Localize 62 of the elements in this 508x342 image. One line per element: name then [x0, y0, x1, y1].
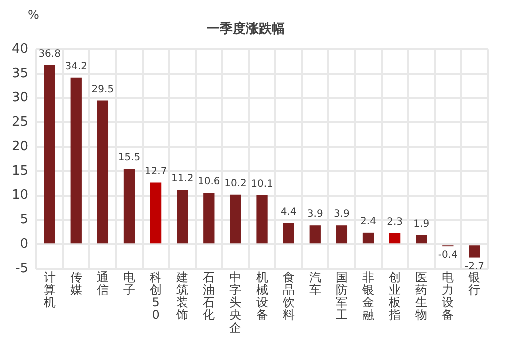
data-label: 10.6	[198, 176, 220, 188]
bar	[204, 192, 215, 244]
bar	[416, 235, 428, 244]
x-tick-label: 非银金融	[361, 270, 374, 322]
y-tick-label: 0	[20, 236, 29, 252]
x-tick-label: 创业板指	[388, 270, 402, 322]
x-tick-label: 电力设备	[442, 270, 454, 322]
x-tick-label: 科创50	[150, 270, 162, 322]
x-tick-label: 建筑装饰	[176, 270, 189, 322]
bar	[177, 190, 188, 244]
x-tick-label: 通信	[96, 270, 109, 298]
y-tick-label: -5	[16, 261, 29, 276]
bar	[150, 182, 162, 244]
bar	[230, 194, 242, 244]
x-tick-label: 电子	[123, 270, 136, 298]
data-label: -2.7	[464, 261, 484, 272]
bar	[362, 232, 374, 244]
bar	[44, 65, 56, 244]
y-tick-label: 5	[20, 212, 29, 228]
data-label: -0.4	[438, 250, 458, 262]
x-tick-label: 医药生物	[416, 270, 428, 322]
chart-title: 一季度涨跌幅	[207, 21, 285, 38]
x-tick-label: 机械设备	[256, 270, 268, 322]
bar	[124, 169, 136, 244]
bar	[283, 223, 294, 244]
x-tick-label: 食品饮料	[282, 270, 295, 322]
bar	[336, 226, 348, 244]
x-tick-label: 计算机	[44, 270, 56, 310]
bar	[310, 226, 321, 244]
y-tick-label: 40	[12, 42, 29, 57]
x-tick-label: 石油石化	[203, 270, 216, 322]
data-label: 1.9	[414, 218, 430, 230]
bar	[70, 78, 82, 244]
y-tick-label: 10	[12, 188, 29, 204]
x-tick-label: 中字头央企	[230, 270, 242, 335]
data-label: 3.9	[307, 209, 324, 220]
data-label: 11.2	[171, 174, 194, 185]
bar	[97, 100, 109, 244]
y-axis-title: %	[28, 8, 40, 22]
y-tick-label: 30	[12, 90, 29, 106]
data-label: 10.1	[251, 178, 274, 190]
x-tick-label: 传媒	[70, 270, 82, 298]
bar	[256, 195, 268, 244]
bar	[389, 233, 401, 244]
data-label: 15.5	[118, 152, 141, 164]
y-tick-label: 20	[12, 139, 29, 154]
data-label: 2.3	[387, 217, 404, 228]
x-tick-label: 银行	[468, 270, 481, 298]
x-tick-label: 国防军工	[336, 270, 348, 322]
data-label: 36.8	[38, 48, 61, 60]
data-label: 12.7	[144, 166, 168, 178]
data-label: 2.4	[360, 216, 376, 228]
data-label: 34.2	[65, 61, 88, 72]
data-label: 29.5	[92, 84, 114, 96]
x-tick-label: 汽车	[309, 270, 322, 298]
data-label: 10.2	[224, 178, 247, 190]
y-tick-label: 35	[12, 66, 29, 82]
y-tick-label: 15	[12, 164, 29, 179]
data-label: 4.4	[280, 206, 297, 218]
bar	[469, 246, 480, 258]
data-label: 3.9	[334, 209, 350, 220]
y-tick-label: 25	[12, 115, 29, 130]
